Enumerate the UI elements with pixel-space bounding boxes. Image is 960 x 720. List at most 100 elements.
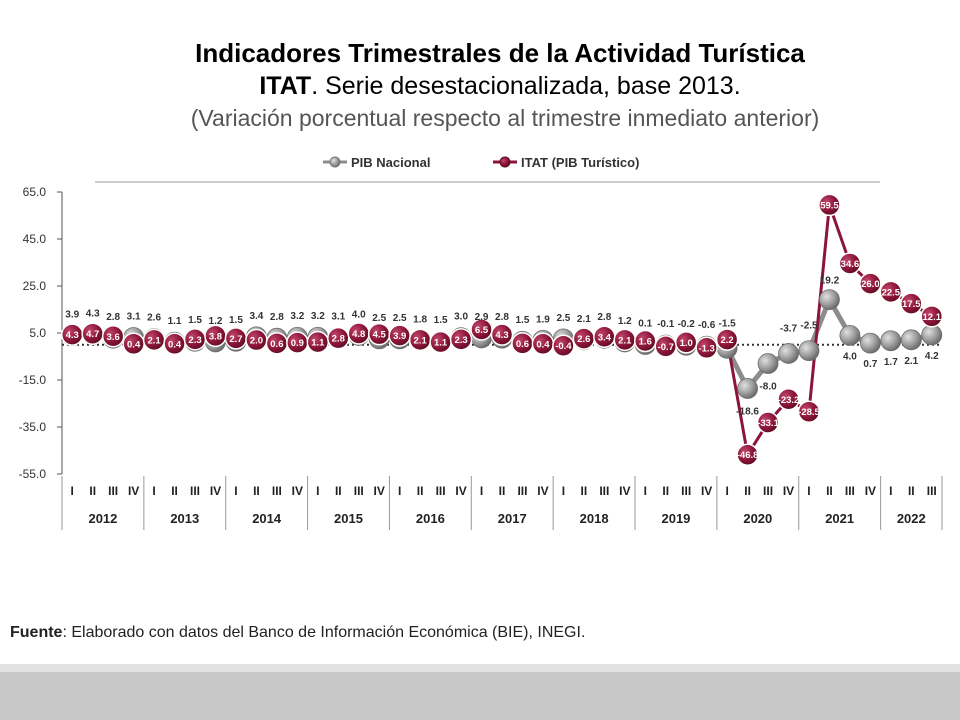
- data-label-itat: 2.1: [414, 335, 428, 346]
- x-tick-label-quarter: III: [354, 484, 364, 498]
- x-tick-label-quarter: III: [763, 484, 773, 498]
- data-point-itat: [552, 334, 575, 357]
- data-point-itat: [695, 336, 718, 360]
- chart-title: Indicadores Trimestrales de la Actividad…: [195, 38, 805, 68]
- y-tick-label: -15.0: [19, 373, 47, 387]
- x-tick-label-quarter: IV: [128, 484, 139, 498]
- data-label-itat: 3.6: [107, 332, 120, 343]
- x-tick-label-year: 2021: [825, 511, 854, 526]
- data-label-pib: 1.1: [168, 316, 182, 327]
- data-label-itat: 3.8: [209, 331, 222, 342]
- x-tick-label-quarter: IV: [292, 484, 303, 498]
- data-label-itat: 0.6: [270, 339, 283, 350]
- data-point-itat: [900, 292, 923, 315]
- y-tick-label: -35.0: [19, 420, 47, 434]
- x-tick-label-quarter: IV: [455, 484, 466, 498]
- legend-marker-pib: [329, 156, 341, 168]
- y-tick-label: 45.0: [23, 232, 47, 246]
- x-tick-label-quarter: I: [889, 484, 892, 498]
- data-label-pib: 2.5: [393, 313, 407, 324]
- data-label-itat: -28.5: [798, 407, 820, 418]
- data-label-pib: 1.9: [536, 314, 550, 325]
- x-tick-label-quarter: I: [234, 484, 237, 498]
- data-label-itat: 2.8: [332, 334, 345, 345]
- x-tick-label-quarter: II: [581, 484, 588, 498]
- source-text: : Elaborado con datos del Banco de Infor…: [62, 624, 586, 641]
- data-label-pib: 2.9: [475, 312, 489, 323]
- chart-subtitle: (Variación porcentual respecto al trimes…: [190, 105, 820, 131]
- x-tick-label-quarter: III: [108, 484, 118, 498]
- data-label-pib: 3.2: [311, 311, 325, 322]
- x-tick-label-quarter: II: [253, 484, 260, 498]
- data-label-itat: 3.4: [598, 332, 612, 343]
- data-label-pib: -1.5: [718, 318, 736, 329]
- data-label-itat: 17.5: [902, 299, 921, 310]
- data-label-pib: 2.1: [577, 314, 591, 325]
- x-tick-label-quarter: II: [171, 484, 178, 498]
- data-label-pib: -18.6: [736, 406, 759, 417]
- chart-title-series: . Serie desestacionalizada, base 2013.: [311, 72, 741, 100]
- x-tick-label-quarter: IV: [374, 484, 385, 498]
- x-tick-label-quarter: IV: [865, 484, 876, 498]
- data-point-itat: [777, 388, 800, 411]
- data-label-pib: 2.8: [597, 312, 611, 323]
- data-label-pib: 1.5: [434, 315, 448, 326]
- data-label-pib: 3.0: [454, 312, 468, 323]
- x-tick-label-quarter: IV: [210, 484, 221, 498]
- data-label-itat: 4.3: [66, 330, 79, 341]
- line-chart: PIB Nacional ITAT (PIB Turístico) 65.0 45.0…: [19, 155, 944, 530]
- data-label-pib: 2.8: [270, 312, 284, 323]
- x-tick-label-quarter: III: [436, 484, 446, 498]
- data-label-pib: 2.5: [556, 313, 570, 324]
- data-point-itat: [838, 252, 862, 275]
- y-tick-label: 5.0: [29, 326, 46, 340]
- data-label-itat: -0.4: [555, 341, 572, 352]
- x-tick-label-quarter: I: [71, 484, 74, 498]
- data-label-pib: 4.3: [86, 309, 100, 320]
- chart-title-line2: ITAT. Serie desestacionalizada, base 201…: [0, 72, 960, 101]
- data-label-itat: 12.1: [923, 312, 942, 323]
- source-label: Fuente: [10, 624, 63, 641]
- data-label-pib: 2.1: [904, 356, 918, 367]
- legend-marker-itat: [499, 156, 511, 168]
- data-label-itat: 59.5: [820, 200, 839, 211]
- x-tick-label-quarter: I: [398, 484, 401, 498]
- data-label-pib: 1.2: [209, 316, 223, 327]
- x-tick-label-quarter: II: [662, 484, 669, 498]
- data-label-pib: 1.5: [229, 315, 243, 326]
- data-point-pib: [921, 324, 943, 346]
- data-label-pib: 3.1: [331, 311, 345, 322]
- data-label-itat: -46.8: [737, 450, 759, 461]
- x-tick-label-quarter: II: [89, 484, 96, 498]
- x-tick-label-year: 2019: [661, 511, 690, 526]
- data-label-pib: 3.4: [249, 311, 263, 322]
- x-tick-label-quarter: II: [908, 484, 915, 498]
- data-label-pib: 0.1: [638, 319, 652, 330]
- data-label-itat: 0.4: [168, 339, 182, 350]
- x-tick-label-quarter: III: [272, 484, 282, 498]
- data-label-itat: 2.3: [188, 335, 201, 346]
- data-label-itat: 4.3: [495, 330, 508, 341]
- x-tick-label-quarter: II: [335, 484, 342, 498]
- data-label-pib: 2.8: [495, 312, 509, 323]
- x-tick-label-quarter: III: [845, 484, 855, 498]
- data-point-itat: [715, 328, 739, 351]
- data-label-itat: 2.1: [618, 335, 632, 346]
- data-label-itat: 1.1: [311, 338, 325, 349]
- x-tick-label-year: 2014: [252, 511, 282, 526]
- x-tick-label-quarter: IV: [619, 484, 630, 498]
- data-label-itat: 3.9: [393, 331, 406, 342]
- data-point-itat: [797, 400, 821, 423]
- data-label-pib: 19.2: [820, 276, 840, 287]
- data-label-itat: 2.2: [721, 335, 734, 346]
- data-label-itat: 1.0: [680, 338, 693, 349]
- x-tick-label-quarter: III: [517, 484, 527, 498]
- x-tick-label-year: 2015: [334, 511, 363, 526]
- data-label-pib: 2.8: [106, 312, 120, 323]
- data-label-pib: 0.7: [863, 359, 877, 370]
- data-label-itat: 2.7: [229, 334, 242, 345]
- data-label-itat: 4.7: [86, 329, 99, 340]
- data-point-pib: [839, 324, 861, 346]
- x-tick-label-quarter: III: [599, 484, 609, 498]
- data-label-pib: 4.0: [352, 309, 366, 320]
